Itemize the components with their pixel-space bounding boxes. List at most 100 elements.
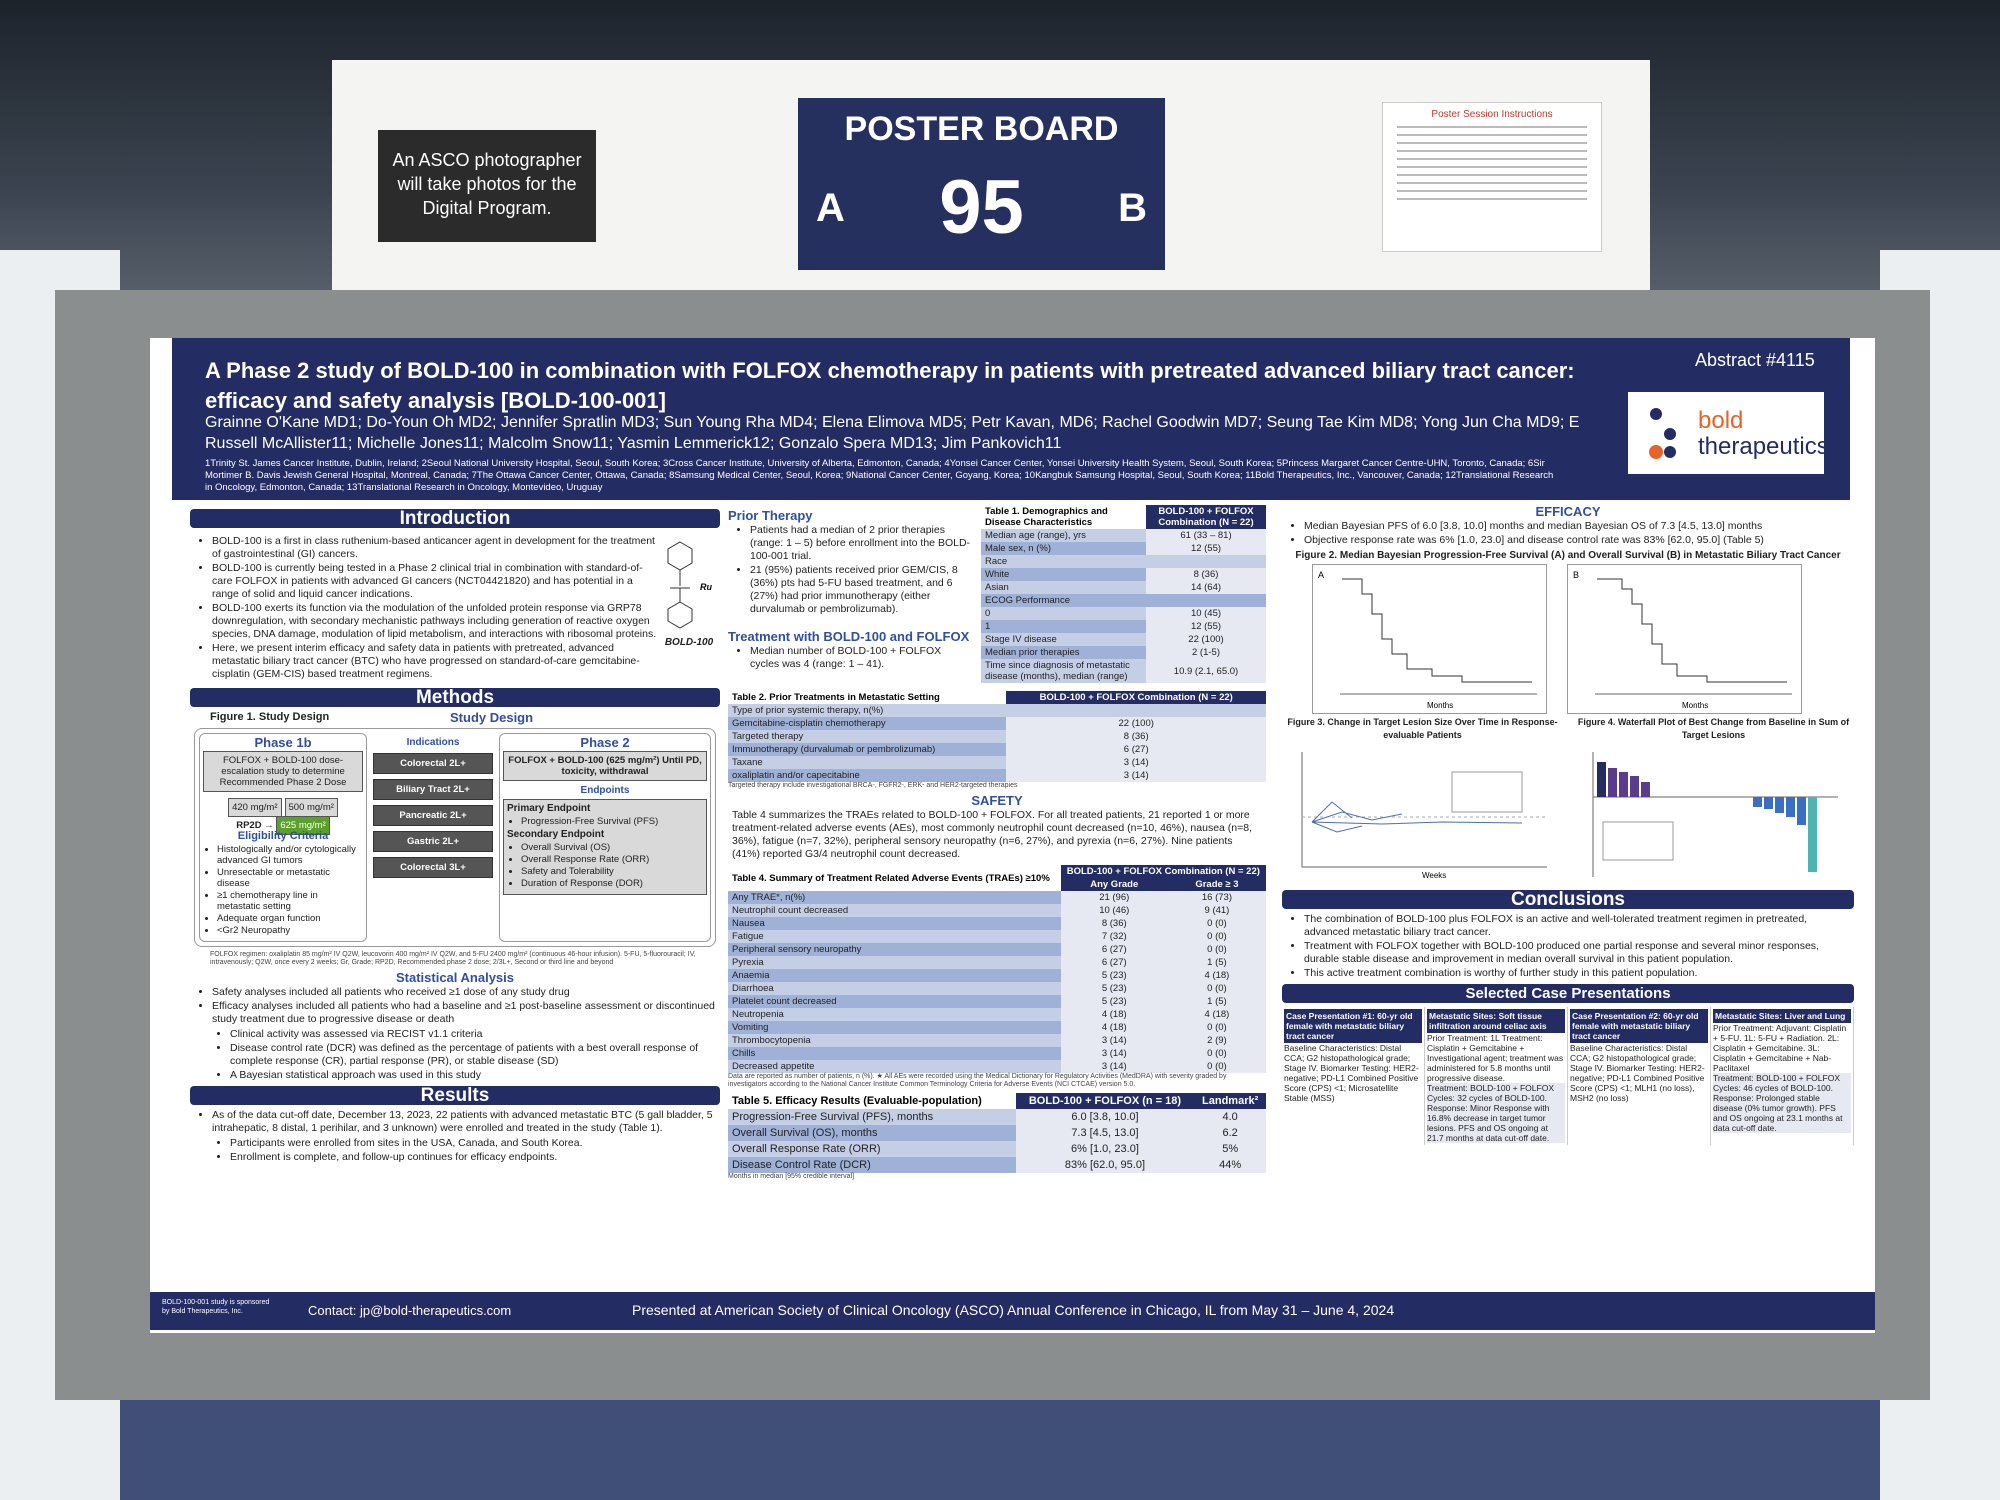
- rect: [1786, 797, 1795, 817]
- bullet: Treatment with FOLFOX together with BOLD…: [1304, 940, 1854, 966]
- table-cell: Overall Survival (OS), months: [728, 1125, 1016, 1141]
- side: B: [1118, 186, 1147, 230]
- title: A Phase 2 study of BOLD-100 in combinati…: [205, 358, 1575, 413]
- div: Colorectal 2L+ Biliary Tract 2L+ Pancreati…: [373, 753, 493, 878]
- board-number: POSTER BOARD 95 A B: [798, 98, 1165, 270]
- table-cell: 3 (14): [1060, 1034, 1168, 1047]
- sub: Statistical Analysis: [395, 970, 514, 985]
- bullet: <Gr2 Neuropathy: [217, 925, 363, 936]
- table-cell: Immunotherapy (durvalumab or pembrolizum…: [728, 743, 1007, 756]
- logo-word: therapeutics: [1698, 433, 1829, 460]
- table-cell: White: [981, 568, 1146, 581]
- ln: [1397, 190, 1587, 192]
- middle-column: Prior Therapy Patients had a median of 2…: [728, 505, 1266, 1290]
- abstract-number: Abstract #4115: [1695, 350, 1815, 370]
- case-baseline: Baseline Characteristics: Distal CCA; G2…: [1570, 1043, 1705, 1103]
- indication: Pancreatic 2L+: [373, 805, 493, 826]
- side: A: [816, 186, 845, 230]
- table-row: Neutropenia 4 (18) 4 (18): [728, 1008, 1266, 1021]
- table-cell: Neutropenia: [728, 1008, 1061, 1021]
- table-cell: Targeted therapy: [728, 730, 1007, 743]
- table-cell: Decreased appetite: [728, 1060, 1061, 1073]
- ttl: Figure 2. Median Bayesian Progression-Fr…: [1295, 550, 1841, 561]
- table-cell: Thrombocytopenia: [728, 1034, 1061, 1047]
- table-cell: 1 (5): [1167, 956, 1266, 969]
- sub: Endpoints: [580, 785, 630, 796]
- table-title: Table 1. Demographics and Disease Charac…: [981, 505, 1146, 529]
- div: Prior Therapy Patients had a median of 2…: [728, 505, 1266, 683]
- table-cell: Overall Response Rate (ORR): [728, 1141, 1016, 1157]
- table-row: 1 12 (55): [981, 620, 1266, 633]
- bullet: ≥1 chemotherapy line in metastatic setti…: [217, 890, 363, 912]
- table-cell: 9 (41): [1167, 904, 1266, 917]
- div: Figure 3. Change in Target Lesion Size O…: [1282, 716, 1854, 886]
- b: RP2D: [236, 820, 262, 831]
- table-cell: 10 (46): [1060, 904, 1168, 917]
- table-cell: 44%: [1194, 1157, 1266, 1173]
- rect: [1764, 797, 1773, 809]
- case-title: Case Presentation #1: 60-yr old female w…: [1284, 1009, 1422, 1043]
- ul: Progression-Free Survival (PFS): [507, 816, 703, 827]
- table-cell: 6.0 [3.8, 10.0]: [1015, 1109, 1195, 1125]
- table-row: Gemcitabine-cisplatin chemotherapy 22 (10…: [728, 717, 1266, 730]
- bullet: Overall Survival (OS): [521, 842, 703, 853]
- rect: [1608, 768, 1617, 797]
- instructions-title: Poster Session Instructions: [1431, 109, 1553, 120]
- case-column: Metastatic Sites: Soft tissue infiltrati…: [1425, 1007, 1568, 1145]
- table-cell: 22 (100): [1006, 717, 1266, 730]
- table-cell: 6 (27): [1060, 956, 1168, 969]
- table-cell: ECOG Performance: [981, 594, 1266, 607]
- table-cell: 3 (14): [1060, 1060, 1168, 1073]
- box: FOLFOX + BOLD-100 dose-escalation study …: [203, 751, 363, 792]
- table-cell: 6 (27): [1060, 943, 1168, 956]
- path: [667, 541, 693, 629]
- case-baseline: Baseline Characteristics: Distal CCA; G2…: [1284, 1043, 1419, 1103]
- circle: [1649, 445, 1663, 459]
- right-column: EFFICACY Median Bayesian PFS of 6.0 [3.8…: [1282, 505, 1854, 1290]
- table-cell: 4.0: [1194, 1109, 1266, 1125]
- table-cell: 0 (0): [1167, 1021, 1266, 1034]
- table: Table 1. Demographics and Disease Charac…: [981, 505, 1266, 683]
- bullet: Patients had a median of 2 prior therapi…: [750, 524, 973, 563]
- sub: Treatment with BOLD-100 and FOLFOX: [728, 629, 970, 644]
- table-cell: Diarrhoea: [728, 982, 1061, 995]
- sub: Phase 1b: [254, 735, 312, 750]
- table-cell: 2 (9): [1167, 1034, 1266, 1047]
- table-row: Vomiting 4 (18) 0 (0): [728, 1021, 1266, 1034]
- table-cell: 4 (18): [1167, 1008, 1266, 1021]
- caseg: Case Presentation #1: 60-yr old female w…: [1282, 1007, 1854, 1145]
- photo-notice: An ASCO photographer will take photos fo…: [378, 130, 596, 242]
- div: RP2D → 625 mg/m²: [203, 816, 363, 835]
- table-row: Platelet count decreased 5 (23) 1 (5): [728, 995, 1266, 1008]
- table-header: BOLD-100 + FOLFOX Combination (N = 22): [1060, 865, 1266, 878]
- table-title-row: Table 1. Demographics and Disease Charac…: [981, 505, 1266, 529]
- table-cell: 8 (36): [1006, 730, 1266, 743]
- left-column: Introduction BOLD-100 is a first in clas…: [190, 505, 720, 1290]
- table-cell: 0 (0): [1167, 1047, 1266, 1060]
- table-row: Diarrhoea 5 (23) 0 (0): [728, 982, 1266, 995]
- bullet: Here, we present interim efficacy and sa…: [212, 642, 658, 681]
- rect: [1312, 564, 1547, 714]
- div: A Months B Months: [1282, 562, 1854, 716]
- rect: [1567, 564, 1802, 714]
- bullet: Efficacy analyses included all patients …: [212, 1000, 720, 1026]
- ln: [1397, 166, 1587, 168]
- table-cell: Any TRAE*, n(%): [728, 891, 1061, 904]
- rect: [1597, 762, 1606, 797]
- table-row: Type of prior systemic therapy, n(%): [728, 704, 1266, 717]
- table-cell: Median prior therapies: [981, 646, 1146, 659]
- table-cell: Taxane: [728, 756, 1007, 769]
- logo: bold therapeutics: [1628, 392, 1829, 474]
- table-cell: Progression-Free Survival (PFS), months: [728, 1109, 1016, 1125]
- table-cell: 0 (0): [1167, 943, 1266, 956]
- ttl: Figure 3. Change in Target Lesion Size O…: [1287, 717, 1558, 740]
- table-cell: 7.3 [4.5, 13.0]: [1015, 1125, 1195, 1141]
- table-row: oxaliplatin and/or capecitabine 3 (14): [728, 769, 1266, 782]
- text: B: [1573, 570, 1579, 580]
- hd: Conclusions: [1282, 890, 1854, 909]
- div: Indications Colorectal 2L+ Biliary Tract …: [373, 733, 493, 942]
- box: 420 mg/m²: [228, 798, 282, 817]
- indication: Colorectal 3L+: [373, 857, 493, 878]
- bullet: Safety analyses included all patients wh…: [212, 986, 720, 999]
